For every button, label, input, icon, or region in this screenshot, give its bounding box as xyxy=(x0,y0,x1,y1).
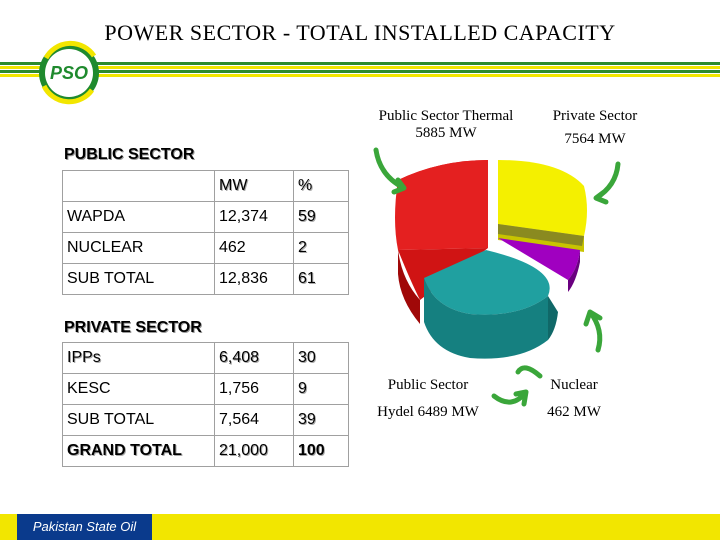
pie-slice-thermal xyxy=(398,160,488,248)
arrow-hydel2-icon xyxy=(515,365,543,379)
page-title: POWER SECTOR - TOTAL INSTALLED CAPACITY xyxy=(104,20,616,45)
svg-text:PSO: PSO xyxy=(50,63,88,83)
pie-slice-hydel xyxy=(424,250,550,315)
footer-label: Pakistan State Oil xyxy=(17,514,152,540)
public-sector-table: MW % WAPDA 12,374 59 NUCLEAR 462 2 SUB T… xyxy=(62,170,349,295)
arrow-hydel-icon xyxy=(491,389,529,407)
pie-slice-nuclear xyxy=(498,224,584,246)
arrow-nuclear-icon xyxy=(583,309,603,353)
private-sector-heading: PRIVATE SECTOR xyxy=(64,319,202,336)
thermal-label: Public Sector Thermal 5885 MW xyxy=(378,108,514,141)
pie-slice-kesc xyxy=(498,238,580,280)
table-row: WAPDA 12,374 59 xyxy=(62,201,349,233)
private-label: Private Sector 7564 MW xyxy=(552,108,638,147)
nuclear-label: Nuclear 462 MW xyxy=(547,377,601,420)
mw-header: MW xyxy=(214,170,294,202)
table-row: GRAND TOTAL 21,000 100 xyxy=(62,435,349,467)
arrow-thermal-icon xyxy=(373,147,407,195)
private-sector-table: IPPs 6,408 30 KESC 1,756 9 SUB TOTAL 7,5… xyxy=(62,342,349,467)
pie-slice-private xyxy=(498,160,587,236)
public-sector-heading: PUBLIC SECTOR xyxy=(64,146,195,163)
table-row: IPPs 6,408 30 xyxy=(62,342,349,374)
header-stripes xyxy=(0,62,720,77)
table-row: SUB TOTAL 12,836 61 xyxy=(62,263,349,295)
hydel-label: Public Sector Hydel 6489 MW xyxy=(377,377,479,420)
table-row: KESC 1,756 9 xyxy=(62,373,349,405)
table-row: SUB TOTAL 7,564 39 xyxy=(62,404,349,436)
pso-logo: PSO xyxy=(39,40,99,105)
arrow-private-icon xyxy=(593,161,621,205)
table-row: NUCLEAR 462 2 xyxy=(62,232,349,264)
table-header-row: MW % xyxy=(62,170,349,202)
pct-header: % xyxy=(293,170,349,202)
